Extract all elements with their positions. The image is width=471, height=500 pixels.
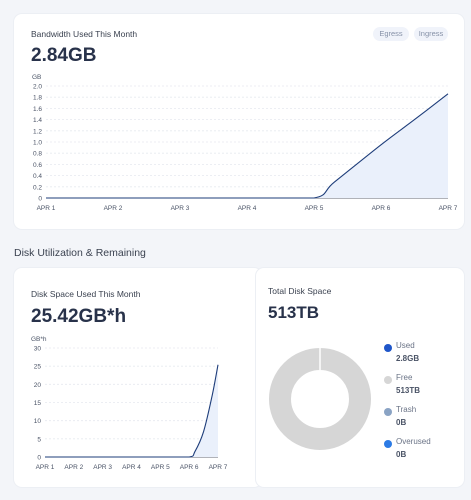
legend-dot-free (384, 376, 392, 384)
legend-dot-trash (384, 408, 392, 416)
disk-space-title: Disk Space Used This Month (31, 289, 141, 299)
legend-value-overused: 0B (396, 450, 407, 459)
legend-label-trash: Trash (396, 405, 417, 414)
bandwidth-title: Bandwidth Used This Month (31, 29, 138, 39)
total-disk-value: 513TB (268, 303, 320, 322)
legend-value-used: 2.8GB (396, 354, 420, 363)
disk-space-value: 25.42GB*h (31, 306, 127, 327)
legend-dot-used (384, 344, 392, 352)
bandwidth-card: Bandwidth Used This Month 2.84GB Egress … (14, 14, 464, 229)
legend-value-free: 513TB (396, 386, 421, 395)
section-title: Disk Utilization & Remaining (14, 247, 146, 259)
bandwidth-value: 2.84GB (31, 45, 97, 66)
legend-value-trash: 0B (396, 418, 407, 427)
total-disk-title: Total Disk Space (268, 286, 332, 296)
disk-space-card: Disk Space Used This Month 25.42GB*h (14, 268, 262, 487)
total-disk-card: Total Disk Space 513TB (256, 268, 464, 487)
legend-label-overused: Overused (396, 437, 431, 446)
legend-label-free: Free (396, 373, 413, 382)
egress-toggle[interactable]: Egress (373, 27, 409, 41)
legend-label-used: Used (396, 341, 415, 350)
legend-dot-overused (384, 440, 392, 448)
ingress-toggle[interactable]: Ingress (414, 27, 448, 41)
